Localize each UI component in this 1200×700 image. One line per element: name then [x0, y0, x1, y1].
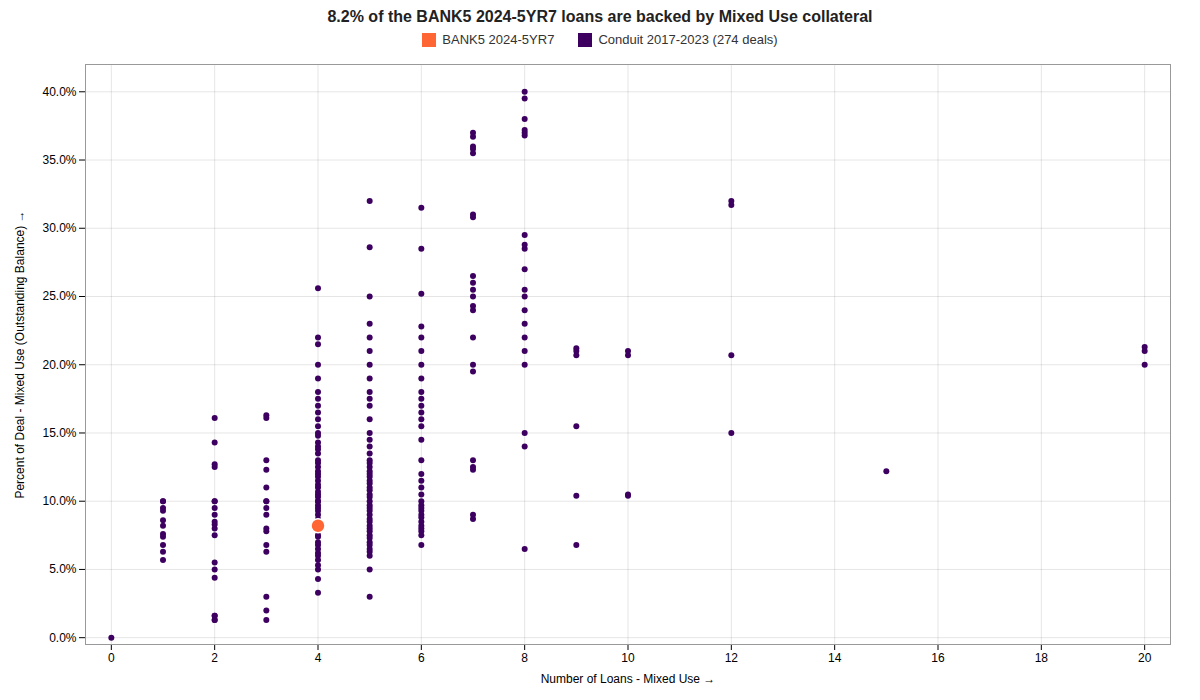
svg-text:20: 20	[1138, 651, 1152, 665]
svg-text:16: 16	[931, 651, 945, 665]
html-text:BANK5 2024-5YR7: BANK5 2024-5YR7	[442, 32, 555, 47]
svg-text:12: 12	[725, 651, 739, 665]
svg-text:20.0%: 20.0%	[42, 358, 76, 372]
svg-text:8: 8	[521, 651, 528, 665]
svg-text:18: 18	[1035, 651, 1049, 665]
html-text:Conduit 2017-2023 (274 deals): Conduit 2017-2023 (274 deals)	[598, 32, 778, 47]
svg-text:4: 4	[315, 651, 322, 665]
svg-text:25.0%: 25.0%	[42, 289, 76, 303]
svg-text:30.0%: 30.0%	[42, 221, 76, 235]
svg-text:40.0%: 40.0%	[42, 85, 76, 99]
svg-text:35.0%: 35.0%	[42, 153, 76, 167]
svg-text:Percent of Deal - Mixed Use (O: Percent of Deal - Mixed Use (Outstanding…	[13, 210, 27, 498]
svg-text:10.0%: 10.0%	[42, 494, 76, 508]
svg-text:0: 0	[108, 651, 115, 665]
svg-text:6: 6	[418, 651, 425, 665]
svg-text:0.0%: 0.0%	[49, 631, 77, 645]
html-text:8.2% of the BANK5 2024-5YR7 lo: 8.2% of the BANK5 2024-5YR7 loans are ba…	[327, 8, 873, 25]
svg-text:5.0%: 5.0%	[49, 562, 77, 576]
svg-text:15.0%: 15.0%	[42, 426, 76, 440]
svg-text:2: 2	[211, 651, 218, 665]
svg-text:10: 10	[621, 651, 635, 665]
svg-text:Number of Loans - Mixed Use →: Number of Loans - Mixed Use →	[541, 672, 716, 686]
svg-text:14: 14	[828, 651, 842, 665]
